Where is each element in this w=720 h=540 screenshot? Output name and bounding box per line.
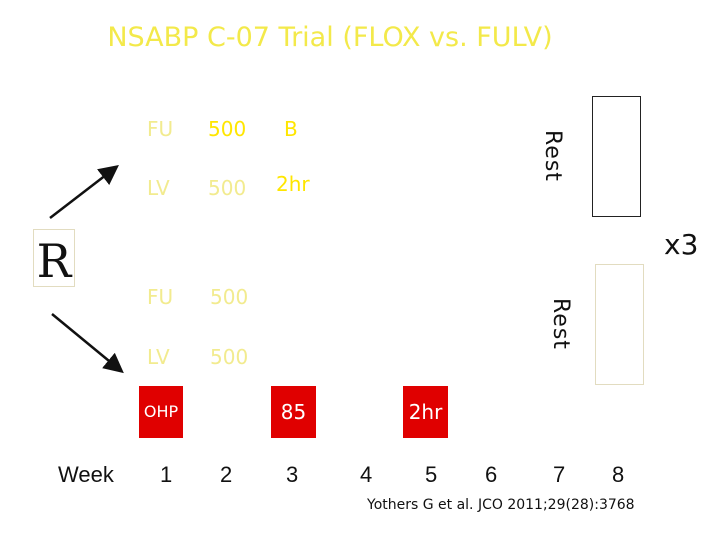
top-fu-dose: 500 bbox=[208, 117, 247, 141]
randomization-box bbox=[33, 229, 75, 287]
week-6: 6 bbox=[485, 462, 498, 487]
top-lv-dose: 500 bbox=[208, 176, 247, 200]
top-lv-duration: 2hr bbox=[276, 172, 310, 196]
bottom-lv-dose: 500 bbox=[210, 345, 249, 369]
top-rest-label: Rest bbox=[540, 130, 565, 182]
randomization-label: R bbox=[36, 234, 72, 288]
ohp-label-box: OHP bbox=[139, 386, 183, 438]
bottom-fu-dose: 500 bbox=[210, 285, 249, 309]
week-7: 7 bbox=[553, 462, 566, 487]
bottom-lv-label: LV bbox=[147, 345, 170, 369]
top-fu-label: FU bbox=[147, 117, 174, 141]
ohp-dose-box: 85 bbox=[271, 386, 316, 438]
week-5: 5 bbox=[425, 462, 438, 487]
week-4: 4 bbox=[360, 462, 373, 487]
bottom-fu-label: FU bbox=[147, 285, 174, 309]
week-8: 8 bbox=[612, 462, 625, 487]
top-rest-box bbox=[592, 96, 641, 217]
ohp-duration-box: 2hr bbox=[403, 386, 448, 438]
week-label: Week bbox=[58, 462, 114, 487]
top-lv-label: LV bbox=[147, 176, 170, 200]
bottom-rest-label: Rest bbox=[548, 298, 573, 350]
bottom-rest-box bbox=[595, 264, 644, 385]
cycles-label: x3 bbox=[664, 228, 699, 261]
page-title: NSABP C-07 Trial (FLOX vs. FULV) bbox=[107, 22, 553, 53]
citation: Yothers G et al. JCO 2011;29(28):3768 bbox=[367, 497, 635, 513]
week-1: 1 bbox=[160, 462, 173, 487]
top-fu-bolus: B bbox=[284, 117, 298, 141]
week-3: 3 bbox=[286, 462, 299, 487]
week-2: 2 bbox=[220, 462, 233, 487]
arrow-to-top-arm bbox=[49, 164, 119, 219]
arrow-to-bottom-arm bbox=[51, 313, 124, 374]
